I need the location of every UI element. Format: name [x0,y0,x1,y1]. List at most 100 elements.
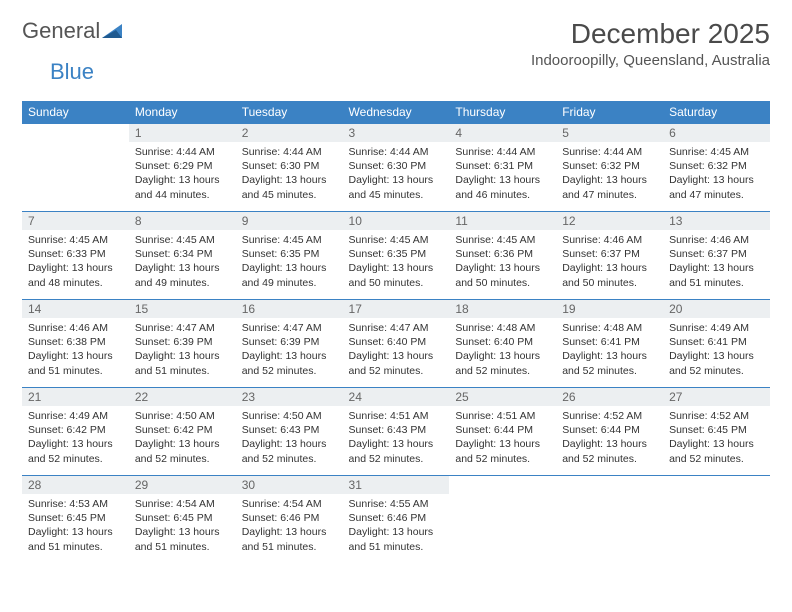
day-number: 6 [663,124,770,142]
day-cell: 13Sunrise: 4:46 AMSunset: 6:37 PMDayligh… [663,212,770,300]
day-cell: 12Sunrise: 4:46 AMSunset: 6:37 PMDayligh… [556,212,663,300]
brand-logo: General [22,18,126,44]
day-number: 25 [449,388,556,406]
daylight-line: Daylight: 13 hours and 51 minutes. [135,525,230,553]
day-number: 12 [556,212,663,230]
daylight-line: Daylight: 13 hours and 52 minutes. [349,437,444,465]
day-cell: 9Sunrise: 4:45 AMSunset: 6:35 PMDaylight… [236,212,343,300]
day-number: 14 [22,300,129,318]
day-cell: 25Sunrise: 4:51 AMSunset: 6:44 PMDayligh… [449,388,556,476]
day-cell: 24Sunrise: 4:51 AMSunset: 6:43 PMDayligh… [343,388,450,476]
day-number: 26 [556,388,663,406]
day-cell: 18Sunrise: 4:48 AMSunset: 6:40 PMDayligh… [449,300,556,388]
daylight-line: Daylight: 13 hours and 49 minutes. [242,261,337,289]
sunset-line: Sunset: 6:46 PM [349,511,444,525]
daylight-line: Daylight: 13 hours and 50 minutes. [562,261,657,289]
sunset-line: Sunset: 6:44 PM [455,423,550,437]
day-number: 21 [22,388,129,406]
logo-triangle-icon [102,21,124,42]
day-cell: 11Sunrise: 4:45 AMSunset: 6:36 PMDayligh… [449,212,556,300]
daylight-line: Daylight: 13 hours and 51 minutes. [242,525,337,553]
day-number: 19 [556,300,663,318]
day-number: 18 [449,300,556,318]
day-number: 8 [129,212,236,230]
sunset-line: Sunset: 6:42 PM [28,423,123,437]
day-cell: 4Sunrise: 4:44 AMSunset: 6:31 PMDaylight… [449,124,556,212]
sunset-line: Sunset: 6:35 PM [349,247,444,261]
sunrise-line: Sunrise: 4:48 AM [562,321,657,335]
daylight-line: Daylight: 13 hours and 52 minutes. [28,437,123,465]
day-cell: 19 Sunrise: 4:48 AMSunset: 6:41 PMDayligh… [556,300,663,388]
daylight-line: Daylight: 13 hours and 44 minutes. [135,173,230,201]
sunrise-line: Sunrise: 4:47 AM [349,321,444,335]
sunrise-line: Sunrise: 4:48 AM [455,321,550,335]
sunrise-line: Sunrise: 4:49 AM [28,409,123,423]
day-cell: 1Sunrise: 4:44 AMSunset: 6:29 PMDaylight… [129,124,236,212]
calendar-table: SundayMondayTuesdayWednesdayThursdayFrid… [22,101,770,564]
daylight-line: Daylight: 13 hours and 51 minutes. [28,525,123,553]
day-number: 29 [129,476,236,494]
daylight-line: Daylight: 13 hours and 50 minutes. [455,261,550,289]
daylight-line: Daylight: 13 hours and 52 minutes. [455,349,550,377]
day-number: 27 [663,388,770,406]
daylight-line: Daylight: 13 hours and 52 minutes. [562,349,657,377]
calendar-body: 1Sunrise: 4:44 AMSunset: 6:29 PMDaylight… [22,124,770,564]
day-number: 23 [236,388,343,406]
day-cell: 27Sunrise: 4:52 AMSunset: 6:45 PMDayligh… [663,388,770,476]
sunset-line: Sunset: 6:43 PM [242,423,337,437]
sunrise-line: Sunrise: 4:46 AM [28,321,123,335]
daylight-line: Daylight: 13 hours and 51 minutes. [135,349,230,377]
day-cell: 2Sunrise: 4:44 AMSunset: 6:30 PMDaylight… [236,124,343,212]
day-number: 9 [236,212,343,230]
sunrise-line: Sunrise: 4:47 AM [135,321,230,335]
day-cell: 10Sunrise: 4:45 AMSunset: 6:35 PMDayligh… [343,212,450,300]
daylight-line: Daylight: 13 hours and 51 minutes. [28,349,123,377]
day-number: 3 [343,124,450,142]
day-cell: 15Sunrise: 4:47 AMSunset: 6:39 PMDayligh… [129,300,236,388]
day-number: 4 [449,124,556,142]
day-cell: 14Sunrise: 4:46 AMSunset: 6:38 PMDayligh… [22,300,129,388]
sunset-line: Sunset: 6:43 PM [349,423,444,437]
daylight-line: Daylight: 13 hours and 47 minutes. [669,173,764,201]
sunset-line: Sunset: 6:39 PM [135,335,230,349]
day-number: 13 [663,212,770,230]
sunrise-line: Sunrise: 4:52 AM [562,409,657,423]
daylight-line: Daylight: 13 hours and 46 minutes. [455,173,550,201]
day-number: 5 [556,124,663,142]
sunset-line: Sunset: 6:44 PM [562,423,657,437]
empty-cell [22,124,129,212]
sunset-line: Sunset: 6:41 PM [669,335,764,349]
sunrise-line: Sunrise: 4:45 AM [349,233,444,247]
sunset-line: Sunset: 6:30 PM [349,159,444,173]
day-number: 17 [343,300,450,318]
sunrise-line: Sunrise: 4:45 AM [669,145,764,159]
sunrise-line: Sunrise: 4:46 AM [669,233,764,247]
sunset-line: Sunset: 6:31 PM [455,159,550,173]
weekday-header: Sunday [22,101,129,124]
day-number: 2 [236,124,343,142]
daylight-line: Daylight: 13 hours and 51 minutes. [349,525,444,553]
day-number: 22 [129,388,236,406]
calendar-row: 7Sunrise: 4:45 AMSunset: 6:33 PMDaylight… [22,212,770,300]
day-number: 10 [343,212,450,230]
sunrise-line: Sunrise: 4:45 AM [28,233,123,247]
sunrise-line: Sunrise: 4:53 AM [28,497,123,511]
daylight-line: Daylight: 13 hours and 45 minutes. [242,173,337,201]
sunset-line: Sunset: 6:39 PM [242,335,337,349]
sunset-line: Sunset: 6:30 PM [242,159,337,173]
sunset-line: Sunset: 6:29 PM [135,159,230,173]
day-cell: 20Sunrise: 4:49 AMSunset: 6:41 PMDayligh… [663,300,770,388]
day-cell: 3Sunrise: 4:44 AMSunset: 6:30 PMDaylight… [343,124,450,212]
daylight-line: Daylight: 13 hours and 52 minutes. [349,349,444,377]
day-cell: 28Sunrise: 4:53 AMSunset: 6:45 PMDayligh… [22,476,129,564]
month-title: December 2025 [531,18,770,50]
sunset-line: Sunset: 6:35 PM [242,247,337,261]
day-cell: 26Sunrise: 4:52 AMSunset: 6:44 PMDayligh… [556,388,663,476]
sunset-line: Sunset: 6:40 PM [349,335,444,349]
day-cell: 6Sunrise: 4:45 AMSunset: 6:32 PMDaylight… [663,124,770,212]
sunrise-line: Sunrise: 4:47 AM [242,321,337,335]
sunset-line: Sunset: 6:41 PM [562,335,657,349]
weekday-header: Wednesday [343,101,450,124]
sunrise-line: Sunrise: 4:46 AM [562,233,657,247]
calendar-row: 14Sunrise: 4:46 AMSunset: 6:38 PMDayligh… [22,300,770,388]
